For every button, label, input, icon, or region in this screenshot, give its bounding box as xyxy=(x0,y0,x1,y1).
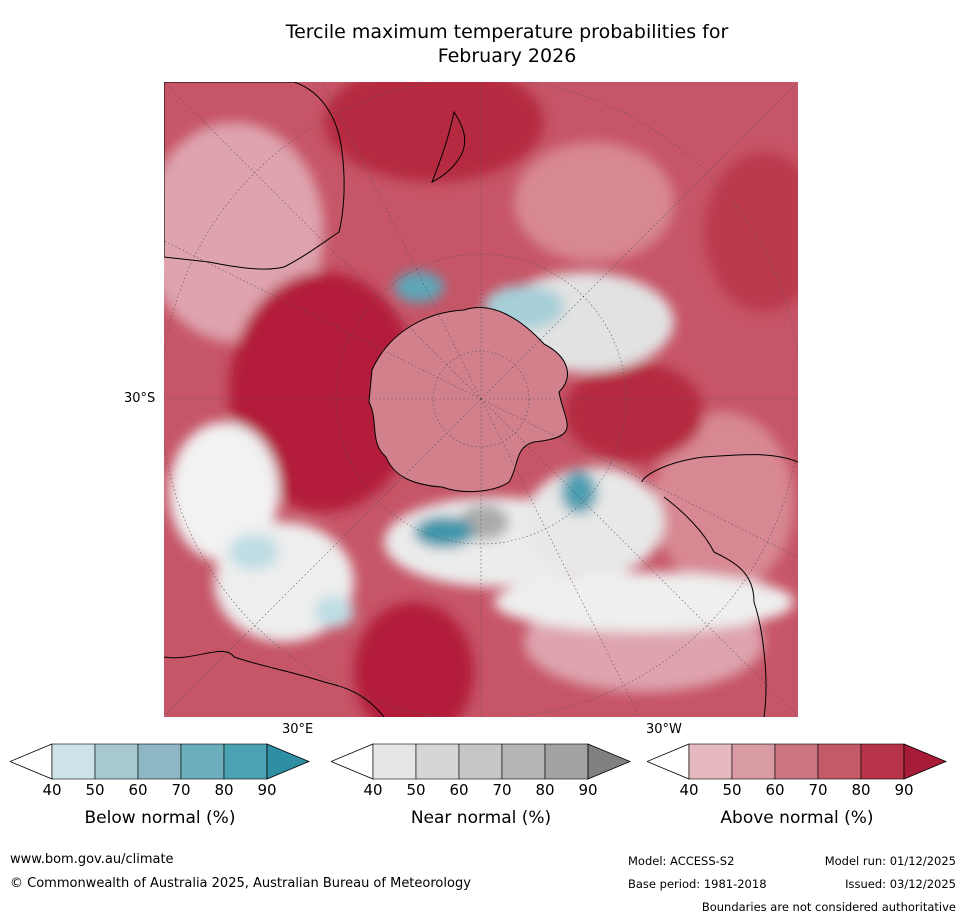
meridian xyxy=(480,398,798,558)
region-above-strong xyxy=(229,272,419,512)
near-tick-label: 40 xyxy=(363,781,382,799)
near-tick-label: 90 xyxy=(578,781,597,799)
below-segment xyxy=(223,743,268,780)
australia-coast xyxy=(663,496,767,717)
meridian xyxy=(480,82,798,400)
meridian xyxy=(480,398,640,717)
region-below xyxy=(229,534,279,570)
above-segment xyxy=(817,743,862,780)
region-near xyxy=(524,467,664,577)
below-extend-low xyxy=(10,743,53,780)
near-tick-label: 60 xyxy=(449,781,468,799)
region-above-light xyxy=(654,412,794,592)
meridian xyxy=(480,398,798,717)
footer-model: Model: ACCESS-S2 xyxy=(628,854,735,868)
near-segment xyxy=(372,743,417,780)
meridian xyxy=(164,82,482,400)
above-tick-label: 60 xyxy=(765,781,784,799)
region-below xyxy=(314,596,354,628)
below-segment xyxy=(137,743,182,780)
south-america-coast xyxy=(164,650,385,717)
region-near xyxy=(494,572,794,632)
below-extend-high xyxy=(266,743,310,780)
region-near xyxy=(169,422,279,562)
new-zealand xyxy=(431,110,466,184)
footer-issued: Issued: 03/12/2025 xyxy=(845,877,956,891)
antarctica-outline xyxy=(368,307,568,492)
above-tick-label: 40 xyxy=(679,781,698,799)
lon-30e-label: 30°E xyxy=(282,722,314,737)
below-segment xyxy=(51,743,96,780)
below-tick-label: 70 xyxy=(171,781,190,799)
near-tick-label: 50 xyxy=(406,781,425,799)
above-extend-low xyxy=(647,743,690,780)
near-extend-low xyxy=(331,743,374,780)
above-segment xyxy=(860,743,905,780)
near-tick-label: 70 xyxy=(492,781,511,799)
above-segment xyxy=(774,743,819,780)
near-segment xyxy=(415,743,460,780)
chart-title: Tercile maximum temperature probabilitie… xyxy=(164,20,850,68)
australia-coast xyxy=(641,454,798,483)
colorbar-below: 40 50 60 70 80 90 xyxy=(10,743,310,799)
colorbar-near-title: Near normal (%) xyxy=(410,808,552,828)
graticule xyxy=(164,82,798,717)
below-tick-label: 90 xyxy=(257,781,276,799)
region-above-strong xyxy=(324,82,544,182)
meridian xyxy=(164,240,482,400)
colorbar-above-title: Above normal (%) xyxy=(720,808,874,828)
region-below xyxy=(561,470,597,514)
below-segment xyxy=(94,743,139,780)
footer-copyright: © Commonwealth of Australia 2025, Austra… xyxy=(10,876,471,891)
region-above-strong xyxy=(704,152,798,312)
above-tick-label: 70 xyxy=(808,781,827,799)
above-tick-label: 50 xyxy=(722,781,741,799)
below-tick-label: 80 xyxy=(214,781,233,799)
above-segment xyxy=(731,743,776,780)
below-tick-label: 50 xyxy=(85,781,104,799)
above-tick-label: 80 xyxy=(851,781,870,799)
lon-30w-label: 30°W xyxy=(646,722,682,737)
region-below xyxy=(414,516,474,548)
above-tick-label: 90 xyxy=(894,781,913,799)
above-segment xyxy=(688,743,733,780)
near-segment xyxy=(544,743,589,780)
below-tick-label: 40 xyxy=(42,781,61,799)
footer-base-period: Base period: 1981-2018 xyxy=(628,877,767,891)
near-extend-high xyxy=(587,743,631,780)
above-extend-high xyxy=(903,743,947,780)
region-above-light xyxy=(514,142,674,262)
meridian xyxy=(164,398,482,717)
title-line-2: February 2026 xyxy=(437,45,577,67)
near-segment xyxy=(458,743,503,780)
below-tick-label: 60 xyxy=(128,781,147,799)
region-above-strong xyxy=(564,362,704,462)
meridian xyxy=(322,82,482,400)
africa-coast xyxy=(164,82,345,270)
probability-map xyxy=(164,82,798,717)
colorbar-below-title: Below normal (%) xyxy=(84,808,236,828)
colorbar-above: 40 50 60 70 80 90 xyxy=(647,743,947,799)
below-segment xyxy=(180,743,225,780)
title-line-1: Tercile maximum temperature probabilitie… xyxy=(285,21,729,43)
region-above-strong xyxy=(354,602,474,717)
footer-url: www.bom.gov.au/climate xyxy=(10,852,174,867)
near-segment xyxy=(501,743,546,780)
lat-30s-label: 30°S xyxy=(124,391,156,406)
footer-boundaries: Boundaries are not considered authoritat… xyxy=(701,900,956,914)
colorbar-near: 40 50 60 70 80 90 xyxy=(331,743,631,799)
footer-model-run: Model run: 01/12/2025 xyxy=(824,854,956,868)
near-tick-label: 80 xyxy=(535,781,554,799)
region-below xyxy=(394,271,444,303)
